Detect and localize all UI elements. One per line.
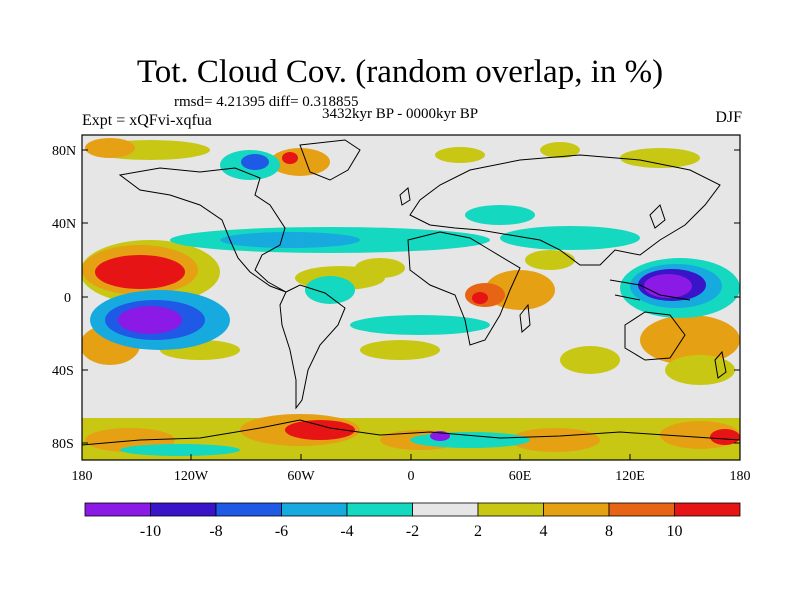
south-america-coast [279,284,346,410]
lat-tick-label: 80S [52,437,74,452]
madagascar-coast [519,303,531,334]
colorbar-label: -10 [140,523,161,540]
season-label: DJF [715,109,742,126]
lon-tick-label: 180 [730,469,751,484]
colorbar-label: -4 [340,523,353,540]
colorbar-swatch [674,502,741,517]
lon-tick-label: 0 [408,469,415,484]
colorbar-label: 10 [667,523,683,540]
tick-marks [82,149,740,460]
latitude-axis: 80N 40N 0 40S 80S [52,144,76,452]
map-plot-area: 80N 40N 0 40S 80S 180 120W 60W 0 60E 120… [52,134,751,484]
africa-coast [407,231,521,346]
colorbar-label: -8 [209,523,222,540]
lon-tick-label: 120W [174,469,209,484]
antarctica-coast [82,419,740,446]
chart-title: Tot. Cloud Cov. (random overlap, in %) [136,54,664,90]
lon-tick-label: 60W [287,469,315,484]
colorbar-swatch [346,502,413,517]
indonesia-coast [609,279,691,301]
positive-anomalies [82,138,740,460]
experiment-label: Expt = xQFvi-xqfua [82,112,212,129]
australia-coast [624,311,686,361]
colorbar-swatch [543,502,610,517]
lon-tick-label: 120E [615,469,645,484]
colorbar-label: 2 [474,523,482,540]
new-zealand-coast [714,350,727,379]
lat-tick-label: 80N [52,144,76,159]
lat-tick-label: 40S [52,364,74,379]
japan-coast [649,204,666,229]
colorbar-label: -2 [406,523,419,540]
uk-coast [399,187,411,206]
lat-tick-label: 40N [52,217,76,232]
colorbar-swatch [477,502,544,517]
colorbar-swatch [412,502,479,517]
colorbar-swatch [84,502,151,517]
coastlines [82,139,740,446]
eurasia-coast [409,154,721,266]
lat-tick-label: 0 [64,291,71,306]
colorbar-swatch [608,502,675,517]
lon-tick-label: 180 [72,469,93,484]
colorbar-swatch [281,502,348,517]
colorbar: -10 -8 -6 -4 -2 2 4 8 10 [84,502,741,540]
greenland-coast [299,139,361,181]
lon-tick-label: 60E [509,469,532,484]
period-label: 3432kyr BP - 0000kyr BP [322,106,479,122]
colorbar-swatch [150,502,217,517]
colorbar-label: -6 [275,523,288,540]
colorbar-label: 4 [540,523,548,540]
colorbar-swatch [215,502,282,517]
north-america-coast [118,167,287,293]
colorbar-label: 8 [605,523,613,540]
longitude-axis: 180 120W 60W 0 60E 120E 180 [72,469,751,484]
stats-text: rmsd= 4.21395 diff= 0.318855 [174,94,359,110]
